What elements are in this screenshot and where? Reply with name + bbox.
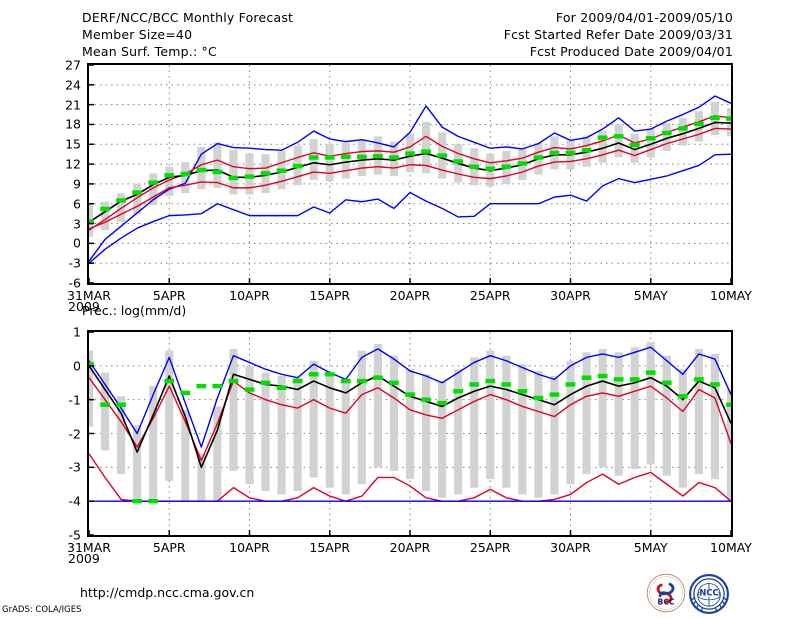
x-tick-label: 5MAY — [633, 288, 668, 303]
y-tick-label: 27 — [65, 57, 81, 73]
y-tick-label: 12 — [65, 156, 81, 172]
x-tick-label: 30APR — [550, 288, 591, 303]
y-tick-label: 0 — [73, 358, 81, 374]
temperature-plot-area — [89, 65, 731, 283]
y-tick-label: 1 — [73, 324, 81, 340]
temp-units-label: Mean Surf. Temp.: °C — [82, 44, 217, 59]
precipitation-plot-area — [89, 332, 731, 535]
x-tick-label: 20APR — [389, 540, 431, 555]
forecast-range-label: For 2009/04/01-2009/05/10 — [555, 10, 733, 25]
x-tick-label: 10MAY — [710, 540, 752, 555]
x-tick-label: 10APR — [229, 540, 270, 555]
ncc-logo-icon: NCC — [688, 573, 730, 615]
x-tick-label: 5APR — [152, 540, 186, 555]
x-tick-label: 25APR — [469, 288, 511, 303]
y-tick-label: 21 — [65, 97, 81, 113]
footer-url[interactable]: http://cmdp.ncc.cma.gov.cn — [80, 585, 255, 600]
ncc-logo-text: NCC — [699, 587, 718, 597]
x-tick-label: 5MAY — [633, 540, 668, 555]
bcc-logo-icon: BCC — [646, 573, 686, 613]
grads-credit: GrADS: COLA/IGES — [2, 605, 82, 615]
temperature-chart — [87, 63, 733, 285]
x-tick-label: 25APR — [469, 540, 511, 555]
x-tick-label: 20APR — [389, 288, 431, 303]
x-tick-label: 15APR — [309, 288, 351, 303]
member-size-label: Member Size=40 — [82, 27, 193, 42]
y-tick-label: -5 — [68, 527, 81, 543]
x-tick-label: 5APR — [152, 288, 186, 303]
year-label-bottom: 2009 — [68, 551, 100, 566]
precip-units-label: Prec.: log(mm/d) — [82, 303, 187, 318]
y-tick-label: 0 — [73, 235, 81, 251]
x-tick-label: 10APR — [229, 288, 270, 303]
precipitation-chart — [87, 330, 733, 537]
y-tick-label: -6 — [68, 275, 81, 291]
x-tick-label: 30APR — [550, 540, 591, 555]
y-tick-label: 24 — [65, 77, 81, 93]
x-tick-label: 15APR — [309, 540, 351, 555]
forecast-start-label: Fcst Started Refer Date 2009/03/31 — [503, 27, 733, 42]
page-title: DERF/NCC/BCC Monthly Forecast — [82, 10, 294, 25]
y-tick-label: 3 — [73, 216, 81, 232]
y-tick-label: -1 — [68, 392, 81, 408]
y-tick-label: -3 — [68, 255, 81, 271]
x-tick-label: 31MAR — [67, 288, 111, 303]
y-tick-label: 9 — [73, 176, 81, 192]
bcc-logo-text: BCC — [658, 598, 675, 607]
forecast-produced-label: Fcst Produced Date 2009/04/01 — [529, 44, 733, 59]
y-tick-label: 15 — [65, 136, 81, 152]
y-tick-label: 6 — [73, 196, 81, 212]
x-tick-label: 10MAY — [710, 288, 752, 303]
y-tick-label: -2 — [68, 426, 81, 441]
y-tick-label: 18 — [65, 116, 81, 132]
x-tick-label: 31MAR — [67, 540, 111, 555]
year-label-top: 2009 — [68, 299, 100, 314]
y-tick-label: -3 — [68, 459, 81, 475]
y-tick-label: -4 — [68, 493, 81, 509]
